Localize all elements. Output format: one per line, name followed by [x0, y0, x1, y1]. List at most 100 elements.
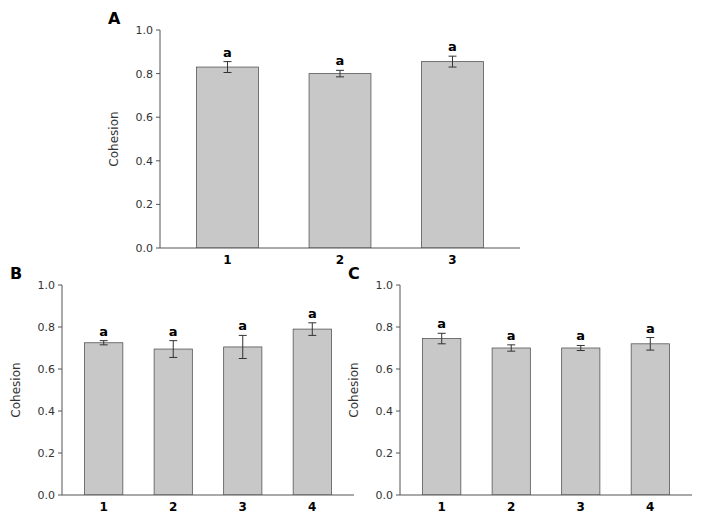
plot-area	[85, 323, 332, 495]
x-tick-label: 1	[438, 500, 446, 514]
error-cap	[646, 350, 654, 351]
error-cap	[438, 343, 446, 344]
error-bar	[224, 62, 232, 73]
error-cap	[577, 350, 585, 351]
y-axis-line	[62, 285, 63, 495]
bar	[224, 347, 262, 495]
y-tick	[396, 411, 400, 412]
y-tick-label: 1.0	[136, 24, 154, 37]
y-tick-label: 0.0	[136, 242, 154, 255]
error-stem	[242, 335, 243, 358]
error-cap	[438, 333, 446, 334]
error-bar	[336, 70, 344, 77]
significance-label: a	[223, 45, 232, 60]
bar	[154, 349, 192, 495]
x-tick-label: 3	[577, 500, 585, 514]
y-tick	[396, 495, 400, 496]
y-tick-label: 0.6	[136, 111, 154, 124]
error-cap	[100, 344, 108, 345]
panel: aaa0.00.20.40.60.81.0123CohesionA	[107, 9, 520, 267]
significance-label: a	[448, 39, 457, 54]
y-tick	[396, 285, 400, 286]
significance-label: a	[507, 328, 516, 343]
error-bar	[239, 335, 247, 358]
y-tick	[156, 204, 160, 205]
x-axis-line	[400, 495, 692, 496]
y-tick	[58, 495, 62, 496]
y-tick	[58, 453, 62, 454]
error-stem	[511, 345, 512, 351]
error-bar	[169, 341, 177, 358]
y-tick-label: 0.0	[38, 489, 56, 502]
error-stem	[452, 56, 453, 67]
error-cap	[224, 61, 232, 62]
bar	[197, 67, 259, 248]
error-cap	[100, 340, 108, 341]
y-tick-label: 0.4	[136, 155, 154, 168]
figure: aaa0.00.20.40.60.81.0123CohesionAaaaa0.0…	[0, 0, 721, 532]
x-tick-label: 1	[100, 500, 108, 514]
bar	[422, 62, 484, 248]
error-stem	[173, 341, 174, 358]
y-tick	[58, 411, 62, 412]
y-tick-label: 0.6	[376, 363, 394, 376]
error-stem	[227, 62, 228, 73]
error-cap	[308, 335, 316, 336]
y-tick-label: 1.0	[376, 279, 394, 292]
x-tick-label: 4	[646, 500, 654, 514]
x-tick-label: 3	[448, 253, 456, 267]
y-tick	[58, 369, 62, 370]
error-stem	[103, 341, 104, 345]
error-cap	[336, 70, 344, 71]
error-cap	[169, 340, 177, 341]
error-bar	[646, 338, 654, 351]
bar	[423, 339, 461, 495]
y-axis-label: Cohesion	[107, 111, 121, 166]
y-tick-label: 0.2	[136, 198, 154, 211]
error-stem	[650, 338, 651, 351]
bar	[631, 344, 669, 495]
y-tick	[156, 160, 160, 161]
x-tick-label: 4	[308, 500, 316, 514]
bar	[85, 343, 123, 495]
error-cap	[449, 56, 457, 57]
y-tick	[58, 285, 62, 286]
error-bar	[100, 341, 108, 345]
y-tick-label: 0.8	[38, 321, 56, 334]
x-tick-label: 2	[169, 500, 177, 514]
y-tick-label: 0.0	[376, 489, 394, 502]
error-cap	[336, 76, 344, 77]
bar	[492, 348, 530, 495]
bar	[309, 74, 371, 248]
error-cap	[239, 358, 247, 359]
y-axis-label: Cohesion	[347, 362, 361, 417]
significance-label: a	[99, 324, 108, 339]
panel-label: C	[348, 264, 360, 283]
x-tick-label: 2	[336, 253, 344, 267]
error-cap	[308, 322, 316, 323]
bar	[562, 348, 600, 495]
significance-label: a	[308, 306, 317, 321]
error-cap	[646, 337, 654, 338]
x-axis-line	[62, 495, 354, 496]
x-tick-label: 1	[223, 253, 231, 267]
y-tick-label: 0.2	[376, 447, 394, 460]
y-tick	[396, 369, 400, 370]
y-tick	[156, 248, 160, 249]
significance-label: a	[576, 328, 585, 343]
y-tick	[396, 453, 400, 454]
significance-label: a	[437, 316, 446, 331]
significance-label: a	[646, 321, 655, 336]
y-axis-label: Cohesion	[9, 362, 23, 417]
error-stem	[340, 70, 341, 77]
error-stem	[312, 323, 313, 336]
error-cap	[449, 67, 457, 68]
y-tick	[58, 327, 62, 328]
y-tick	[156, 73, 160, 74]
significance-label: a	[169, 324, 178, 339]
significance-label: a	[336, 53, 345, 68]
error-cap	[507, 344, 515, 345]
panel: aaaa0.00.20.40.60.81.01234CohesionC	[347, 264, 692, 514]
y-tick-label: 0.4	[38, 405, 56, 418]
x-tick-label: 3	[239, 500, 247, 514]
